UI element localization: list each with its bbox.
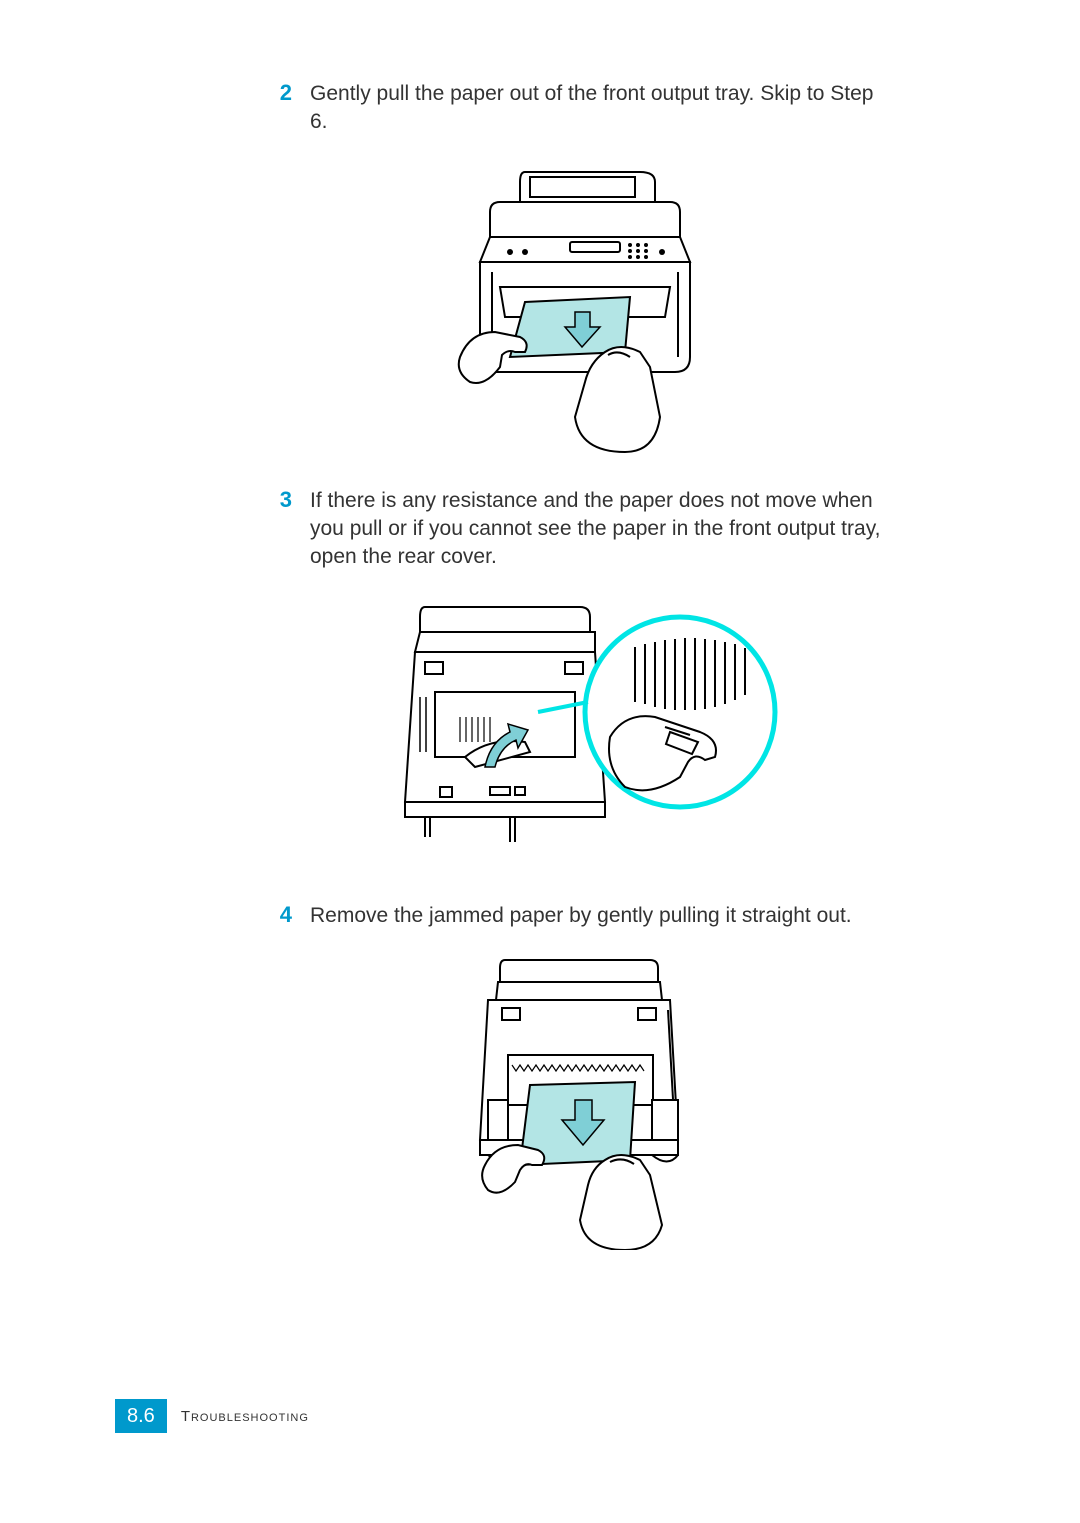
step-2-text: Gently pull the paper out of the front o… xyxy=(310,80,890,137)
step-2-illustration xyxy=(270,157,890,457)
step-3-text: If there is any resistance and the paper… xyxy=(310,487,890,572)
step-2: 2 Gently pull the paper out of the front… xyxy=(270,80,890,137)
step-3-illustration xyxy=(270,592,890,872)
footer-section-label: Troubleshooting xyxy=(167,1399,309,1433)
footer-page-number: 8.6 xyxy=(115,1399,167,1433)
step-4-text: Remove the jammed paper by gently pullin… xyxy=(310,902,890,930)
page-footer: 8.6 Troubleshooting xyxy=(115,1399,309,1433)
step-3: 3 If there is any resistance and the pap… xyxy=(270,487,890,572)
content-area: 2 Gently pull the paper out of the front… xyxy=(270,80,890,1280)
step-4-number: 4 xyxy=(270,902,310,930)
step-4: 4 Remove the jammed paper by gently pull… xyxy=(270,902,890,930)
step-3-number: 3 xyxy=(270,487,310,572)
step-4-illustration xyxy=(270,950,890,1250)
step-2-number: 2 xyxy=(270,80,310,137)
